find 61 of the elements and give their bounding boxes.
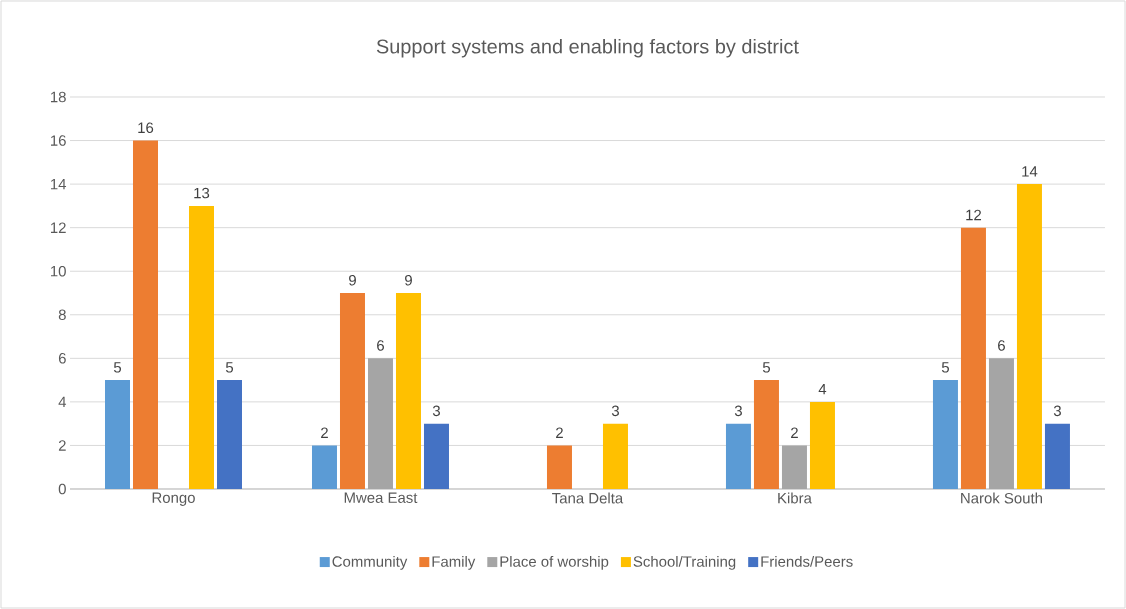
bar [753,380,779,489]
x-tick-label: Kibra [778,492,812,504]
legend-label: School/Training [633,555,736,570]
bar [809,401,835,489]
bar [932,380,958,489]
data-label: 5 [762,362,770,373]
data-label: 3 [432,405,440,417]
data-label: 13 [194,187,210,199]
data-label: 3 [734,405,742,417]
x-tick-label: Tana Delta [552,492,624,504]
bar [960,227,986,489]
legend-label: Friends/Peers [761,555,853,567]
data-label: 12 [966,209,982,221]
data-label: 2 [321,427,328,438]
y-tick-label: 2 [58,440,66,451]
bar [423,423,449,489]
legend-label: Place of worship [500,555,609,570]
bar [988,358,1014,489]
y-tick-label: 6 [58,353,66,364]
data-label: 5 [113,362,122,373]
y-tick-label: 18 [51,91,66,103]
data-label: 3 [1053,405,1061,417]
bar [339,293,365,489]
bar [189,205,214,489]
legend-label: Family [432,555,476,570]
data-label: 5 [941,362,949,373]
bar [725,423,751,489]
data-label: 2 [791,427,798,438]
data-label: 9 [405,274,412,286]
bar [105,380,130,489]
bar [311,445,337,489]
y-tick-label: 16 [51,135,66,146]
bar [133,140,158,489]
data-label: 16 [138,122,154,134]
bar [395,293,421,489]
legend-label: Community [332,555,408,570]
y-tick-label: 10 [51,265,66,277]
y-tick-label: 12 [51,222,66,233]
bar [602,423,628,489]
bar [1016,184,1042,489]
data-label: 6 [998,340,1005,351]
bar [546,445,572,489]
y-tick-label: 14 [51,178,67,190]
bar [1044,423,1070,489]
bar [781,445,807,489]
data-label: 9 [349,274,356,286]
data-label: 5 [225,362,234,373]
data-label: 2 [556,427,563,438]
y-tick-label: 4 [58,396,67,408]
bar [217,380,242,489]
y-tick-label: 0 [58,483,66,495]
data-label: 14 [1022,166,1038,177]
x-tick-label: Mwea East [344,492,418,503]
y-tick-label: 8 [58,309,66,321]
data-label: 4 [818,384,827,395]
x-tick-label: Rongo [152,492,195,506]
data-label: 6 [377,340,384,351]
chart-title: Support systems and enabling factors by district [376,38,799,58]
bar [367,358,393,489]
x-tick-label: Narok South [961,492,1042,504]
data-label: 3 [611,405,619,417]
